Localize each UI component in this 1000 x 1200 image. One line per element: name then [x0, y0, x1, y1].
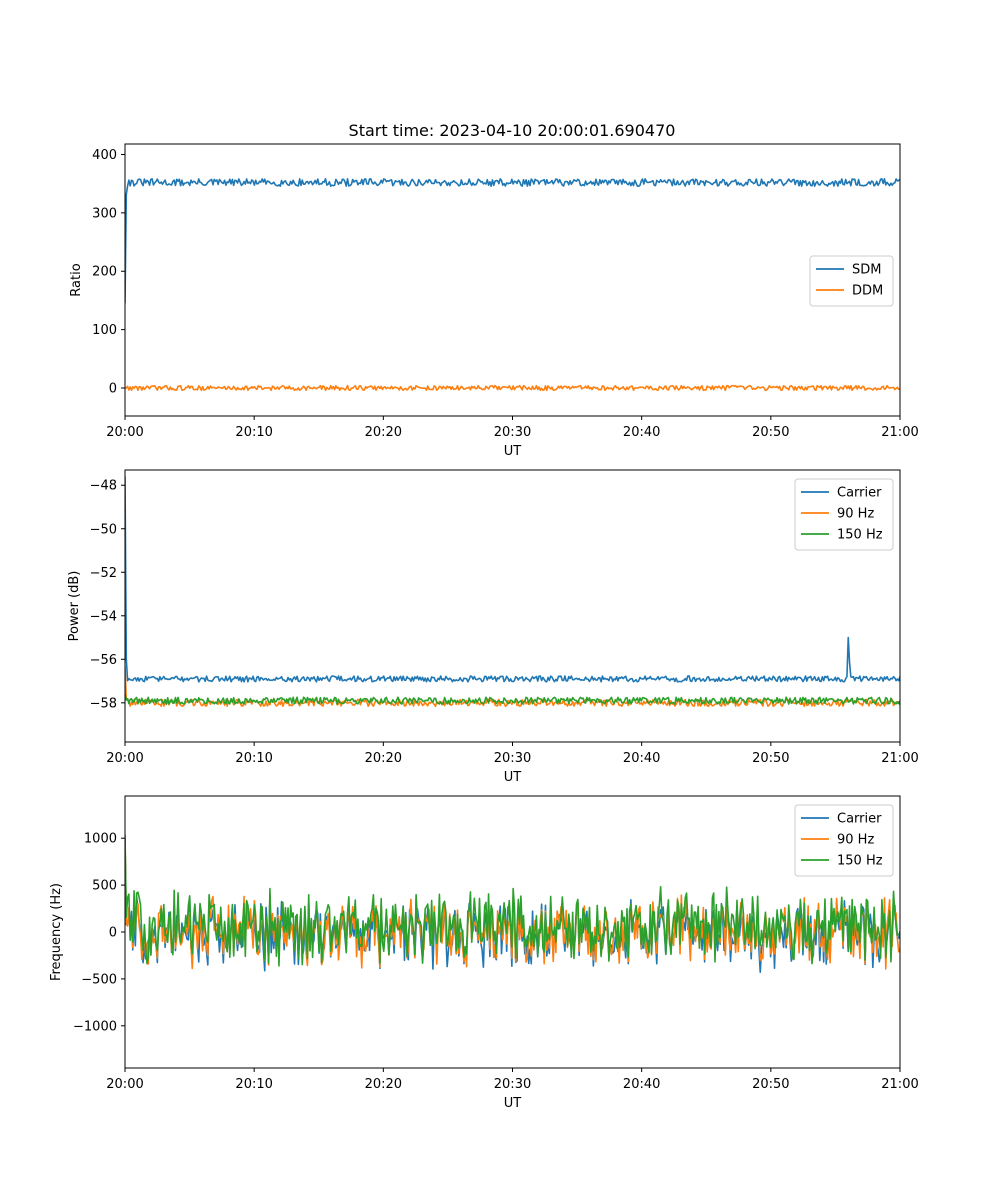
chart-title: Start time: 2023-04-10 20:00:01.690470 [349, 121, 676, 140]
y-tick-label: 0 [109, 926, 117, 941]
x-tick-label: 20:00 [106, 751, 143, 766]
y-tick-label: 100 [92, 323, 117, 338]
y-tick-label: 1000 [84, 832, 117, 847]
legend-label: DDM [852, 284, 883, 299]
y-tick-label: −500 [81, 972, 117, 987]
x-axis-label: UT [504, 444, 522, 459]
y-tick-label: 500 [92, 879, 117, 894]
x-tick-label: 20:10 [235, 751, 272, 766]
plot-area-1 [125, 178, 900, 392]
y-axis-label: Frequency (Hz) [49, 883, 64, 981]
x-tick-label: 20:40 [623, 425, 660, 440]
y-tick-label: −58 [90, 696, 117, 711]
x-tick-label: 20:30 [494, 751, 531, 766]
x-tick-label: 20:10 [235, 1077, 272, 1092]
y-tick-label: 200 [92, 265, 117, 280]
y-tick-label: 400 [92, 148, 117, 163]
legend-label: 150 Hz [837, 854, 883, 869]
x-tick-label: 21:00 [881, 751, 918, 766]
panel-2: 20:00 20:10 20:20 20:30 20:40 20:50 21:00 UT −58… [67, 469, 919, 785]
series-line-carrier [125, 476, 900, 683]
x-tick-label: 20:20 [365, 1077, 402, 1092]
x-tick-label: 20:20 [365, 425, 402, 440]
x-tick-label: 20:50 [752, 751, 789, 766]
y-tick-label: −1000 [73, 1019, 117, 1034]
legend-2: Carrier 90 Hz 150 Hz [794, 478, 894, 551]
y-tick-label: −52 [90, 566, 117, 581]
legend-label: Carrier [837, 812, 882, 827]
y-tick-label: 0 [109, 381, 117, 396]
x-tick-label: 20:20 [365, 751, 402, 766]
x-axis-label: UT [504, 770, 522, 785]
plot-area-2 [125, 476, 900, 708]
x-tick-label: 20:50 [752, 1077, 789, 1092]
y-tick-label: −56 [90, 653, 117, 668]
y-tick-label: 300 [92, 206, 117, 221]
legend-box [794, 478, 894, 551]
panels: 20:00 20:10 20:20 20:30 20:40 20:50 21:00 UT 0 10… [49, 143, 919, 1111]
x-tick-label: 20:10 [235, 425, 272, 440]
series-line-sdm [125, 178, 900, 304]
x-tick-label: 20:50 [752, 425, 789, 440]
x-tick-label: 21:00 [881, 1077, 918, 1092]
panel-1: 20:00 20:10 20:20 20:30 20:40 20:50 21:00 UT 0 10… [69, 143, 919, 459]
legend-3: Carrier 90 Hz 150 Hz [794, 804, 894, 877]
x-axis-label: UT [504, 1096, 522, 1111]
x-tick-label: 21:00 [881, 425, 918, 440]
y-tick-label: −54 [90, 609, 117, 624]
x-tick-label: 20:30 [494, 425, 531, 440]
plot-area-3 [125, 834, 900, 973]
legend-label: Carrier [837, 486, 882, 501]
legend-label: 90 Hz [837, 507, 874, 522]
legend-label: SDM [852, 263, 881, 278]
legend-label: 90 Hz [837, 833, 874, 848]
x-tick-label: 20:40 [623, 751, 660, 766]
legend-1: SDM DDM [809, 255, 894, 307]
y-axis-label: Power (dB) [67, 571, 82, 642]
series-line-ddm [125, 384, 900, 392]
legend-label: 150 Hz [837, 528, 883, 543]
series-line-150-hz [125, 834, 900, 967]
y-tick-label: −50 [90, 522, 117, 537]
x-tick-label: 20:00 [106, 1077, 143, 1092]
x-tick-label: 20:40 [623, 1077, 660, 1092]
series-line-150-hz [125, 693, 900, 705]
y-axis-label: Ratio [69, 263, 84, 296]
legend-box [794, 804, 894, 877]
panel-3: 20:00 20:10 20:20 20:30 20:40 20:50 21:00 UT −10… [49, 795, 919, 1111]
y-tick-label: −48 [90, 479, 117, 494]
x-tick-label: 20:30 [494, 1077, 531, 1092]
x-tick-label: 20:00 [106, 425, 143, 440]
